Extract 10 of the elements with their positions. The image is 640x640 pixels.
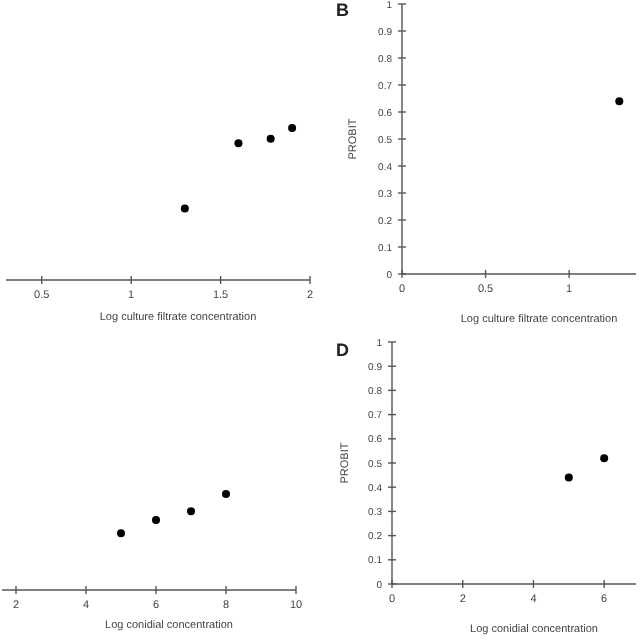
point	[222, 490, 230, 498]
point	[234, 139, 243, 148]
point	[187, 507, 195, 516]
chart-title: D	[336, 340, 350, 360]
point	[180, 204, 189, 213]
point	[266, 134, 275, 143]
chart-title: B	[336, 0, 350, 20]
point	[288, 124, 297, 132]
point	[152, 515, 160, 524]
point	[117, 529, 125, 538]
